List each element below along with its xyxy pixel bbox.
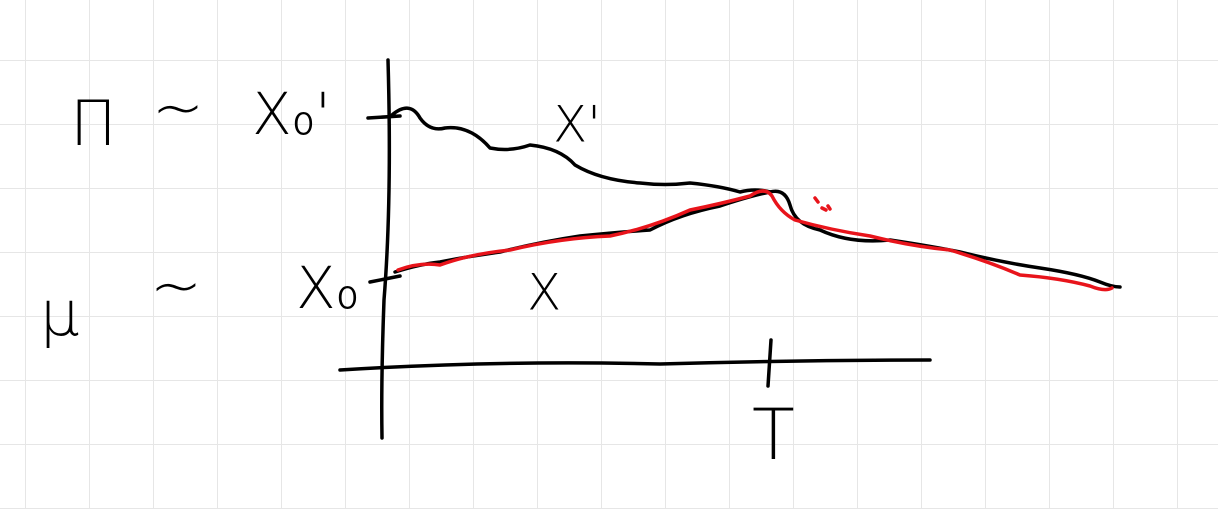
- lower-start-tick: [368, 274, 402, 284]
- lower-measure: μ: [40, 277, 79, 350]
- horizontal-axis: [338, 358, 932, 372]
- upper-start: X₀': [252, 80, 331, 148]
- upper-measure: Π: [70, 87, 117, 160]
- time-tick: [766, 338, 773, 388]
- upper-start-tick: [366, 114, 402, 120]
- lower-start: X₀: [296, 254, 359, 322]
- lower-tilde: ~: [150, 249, 202, 322]
- time-label: T: [752, 394, 795, 476]
- upper-path-label: X': [553, 96, 601, 154]
- upper-tilde: ~: [152, 71, 204, 144]
- vertical-axis: [380, 58, 392, 440]
- red-dots: [813, 196, 832, 212]
- upper-path: [390, 106, 772, 194]
- lower-path-label: X: [527, 264, 561, 322]
- coupled-path: [396, 189, 1114, 292]
